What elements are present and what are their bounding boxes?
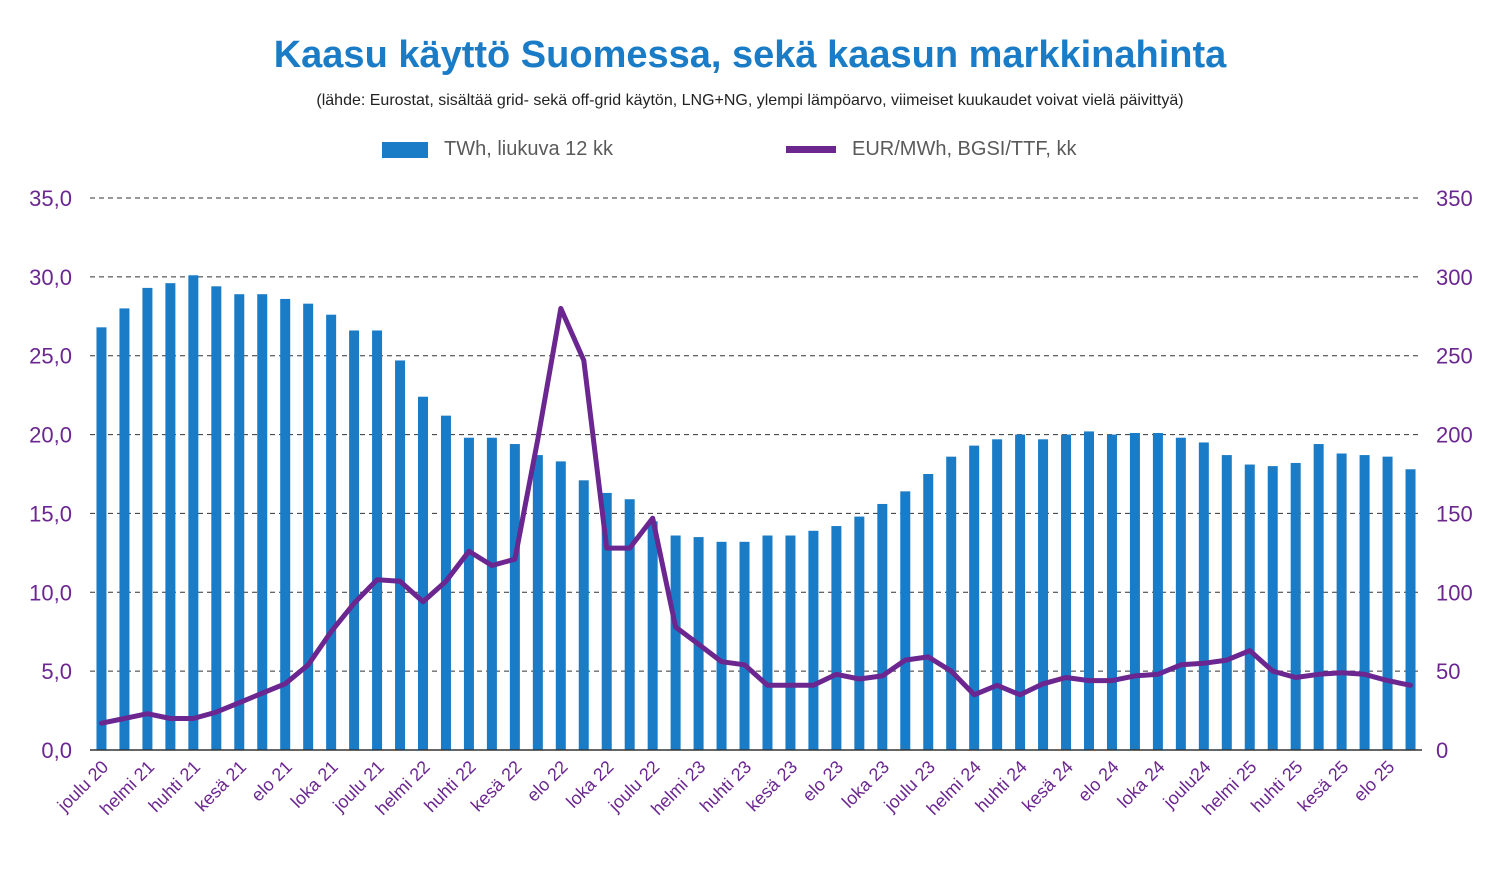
left-axis-tick-label: 30,0	[29, 265, 72, 290]
legend: TWh, liukuva 12 kk EUR/MWh, BGSI/TTF, kk	[0, 138, 1500, 168]
bar	[532, 455, 543, 750]
bar	[1106, 434, 1117, 750]
bar	[1152, 432, 1163, 750]
bar	[785, 535, 796, 750]
right-axis-tick-label: 350	[1436, 186, 1473, 211]
bar	[739, 541, 750, 750]
bar	[1267, 466, 1278, 750]
bar	[877, 503, 888, 750]
left-axis-tick-label: 20,0	[29, 423, 72, 448]
left-axis-tick-label: 0,0	[41, 738, 72, 763]
x-axis-tick-label: kesä 23	[743, 757, 802, 816]
legend-item-line: EUR/MWh, BGSI/TTF, kk	[786, 138, 1076, 161]
bar	[1359, 455, 1370, 750]
bar	[349, 330, 360, 750]
bar	[946, 456, 957, 750]
bar	[923, 474, 934, 750]
right-axis-tick-label: 100	[1436, 580, 1473, 605]
bar	[303, 303, 314, 750]
bar	[1038, 439, 1049, 750]
x-axis-tick-label: huhti 24	[971, 757, 1030, 816]
left-axis-tick-label: 25,0	[29, 344, 72, 369]
legend-bar-swatch	[382, 141, 428, 158]
bar	[509, 444, 520, 750]
bar	[969, 445, 980, 750]
x-axis-tick-label: huhti 23	[696, 757, 755, 816]
bar	[1336, 453, 1347, 750]
bar	[1382, 456, 1393, 750]
right-axis-tick-label: 0	[1436, 738, 1448, 763]
x-axis-tick-label: elo 25	[1350, 757, 1399, 806]
bar	[418, 396, 428, 750]
price-line	[99, 305, 1413, 726]
bar	[119, 308, 130, 750]
bar	[486, 437, 497, 750]
bar	[1129, 432, 1140, 750]
bar	[1198, 442, 1209, 750]
x-axis-tick-label: kesä 25	[1294, 757, 1353, 816]
x-axis-tick-label: kesä 24	[1018, 757, 1077, 816]
bar	[188, 275, 199, 750]
right-axis-tick-label: 200	[1436, 423, 1473, 448]
bar	[142, 287, 153, 750]
x-axis-tick-label: huhti 25	[1247, 757, 1306, 816]
x-axis-tick-label: kesä 21	[191, 757, 250, 816]
bar	[257, 294, 268, 750]
bar	[808, 530, 819, 750]
bar	[165, 283, 176, 750]
chart-title: Kaasu käyttö Suomessa, sekä kaasun markk…	[273, 34, 1227, 76]
right-axis-tick-label: 50	[1436, 659, 1460, 684]
bar	[1084, 431, 1094, 750]
x-axis-tick-label: huhti 21	[145, 757, 204, 816]
bar	[578, 480, 589, 750]
bar	[1405, 469, 1416, 750]
bar	[463, 437, 474, 750]
bar	[900, 491, 911, 750]
left-axis-tick-label: 15,0	[29, 501, 72, 526]
bar	[1175, 437, 1186, 750]
legend-line-swatch	[786, 146, 836, 153]
bar	[1244, 464, 1255, 750]
bar	[992, 439, 1003, 750]
left-axis-tick-label: 5,0	[41, 659, 72, 684]
bar	[1313, 444, 1324, 750]
bar	[854, 516, 865, 750]
bar	[372, 330, 383, 750]
bar	[96, 327, 107, 750]
legend-bar-label: TWh, liukuva 12 kk	[444, 138, 613, 160]
bar	[211, 286, 222, 750]
bar	[326, 314, 337, 750]
bar	[1221, 455, 1232, 750]
bar	[1061, 434, 1072, 750]
legend-item-bars: TWh, liukuva 12 kk	[382, 138, 613, 161]
bar	[1290, 462, 1301, 750]
bar	[1015, 434, 1026, 750]
bar	[280, 298, 291, 750]
x-axis-tick-label: kesä 22	[467, 757, 526, 816]
right-axis-tick-label: 300	[1436, 265, 1473, 290]
x-axis-tick-label: huhti 22	[420, 757, 479, 816]
bar	[831, 526, 842, 750]
left-axis-tick-label: 10,0	[29, 580, 72, 605]
right-axis-tick-label: 150	[1436, 501, 1473, 526]
bar	[601, 492, 612, 750]
bar	[670, 535, 681, 750]
bar	[234, 294, 245, 750]
bar	[555, 461, 566, 750]
bar	[624, 499, 635, 750]
bar	[762, 535, 773, 750]
x-axis-tick-label: loka 24	[1114, 757, 1169, 812]
legend-line-label: EUR/MWh, BGSI/TTF, kk	[852, 138, 1077, 160]
bar	[647, 521, 658, 750]
bar	[716, 541, 727, 750]
chart-subtitle: (lähde: Eurostat, sisältää grid- sekä of…	[316, 92, 1184, 109]
left-axis-tick-label: 35,0	[29, 186, 72, 211]
bar	[395, 360, 406, 750]
right-axis-tick-label: 250	[1436, 344, 1473, 369]
